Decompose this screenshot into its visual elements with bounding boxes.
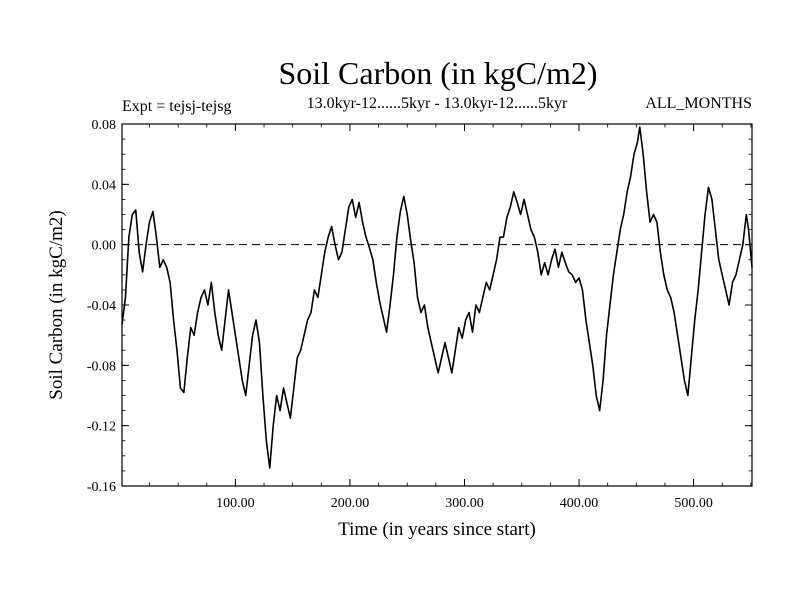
y-tick-label: 0.08	[92, 118, 117, 133]
x-axis-label: Time (in years since start)	[338, 519, 536, 540]
y-tick-label: -0.12	[87, 420, 116, 435]
plot-area: 0.08 0.04 0.00 -0.04 -0.08 -0.12 -0.16 100.00 20…	[87, 118, 753, 511]
y-tick-label: -0.16	[87, 480, 116, 495]
x-tick-label: 300.00	[445, 496, 484, 511]
x-tick-label: 400.00	[560, 496, 599, 511]
x-tick-label: 100.00	[216, 496, 255, 511]
plot-frame	[121, 123, 753, 487]
chart-subtitle-center: 13.0kyr-12......5kyr - 13.0kyr-12......5…	[307, 95, 568, 112]
y-tick-label: -0.08	[87, 359, 116, 374]
x-tick-label: 500.00	[674, 496, 713, 511]
y-axis-label: Soil Carbon (in kgC/m2)	[46, 210, 67, 399]
y-tick-label: 0.00	[92, 239, 117, 254]
chart-title: Soil Carbon (in kgC/m2)	[278, 55, 597, 91]
chart-subtitle-right: ALL_MONTHS	[645, 95, 752, 112]
y-tick-label: -0.04	[87, 299, 116, 314]
x-tick-label: 200.00	[331, 496, 370, 511]
chart-subtitle-left: Expt = tejsj-tejsg	[122, 98, 231, 115]
y-tick-label: 0.04	[92, 178, 117, 193]
series-line	[121, 126, 753, 469]
